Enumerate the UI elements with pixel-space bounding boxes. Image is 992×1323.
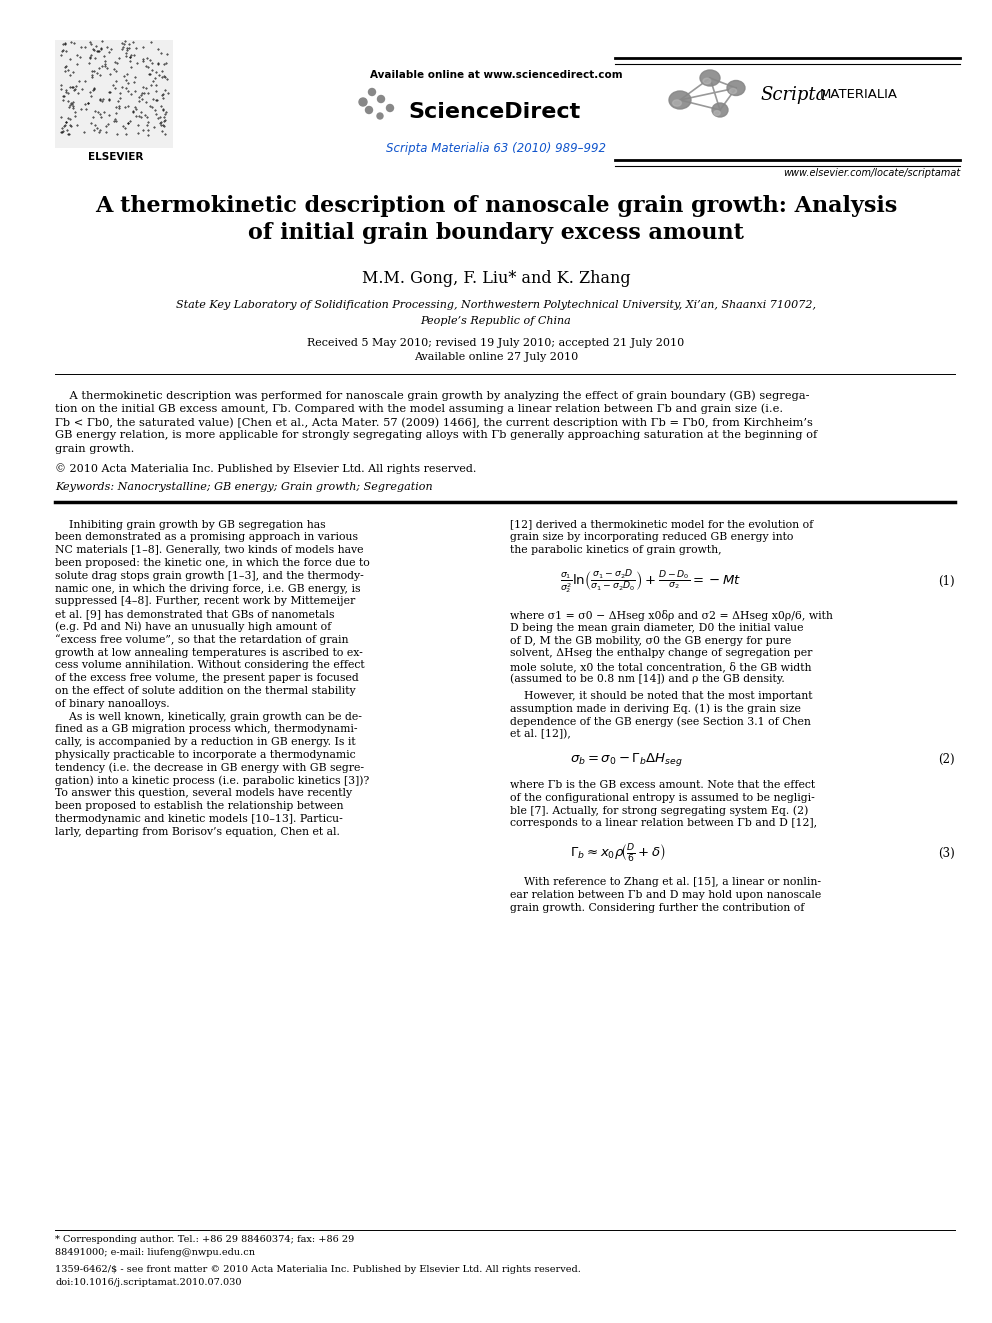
Text: “excess free volume”, so that the retardation of grain: “excess free volume”, so that the retard…	[55, 635, 348, 646]
Text: © 2010 Acta Materialia Inc. Published by Elsevier Ltd. All rights reserved.: © 2010 Acta Materialia Inc. Published by…	[55, 463, 476, 474]
Text: People’s Republic of China: People’s Republic of China	[421, 316, 571, 325]
Text: solvent, ΔHseg the enthalpy change of segregation per: solvent, ΔHseg the enthalpy change of se…	[510, 648, 812, 659]
Ellipse shape	[714, 111, 720, 115]
Text: Γb < Γb0, the saturated value) [Chen et al., Acta Mater. 57 (2009) 1466], the cu: Γb < Γb0, the saturated value) [Chen et …	[55, 417, 812, 427]
Text: grain size by incorporating reduced GB energy into: grain size by incorporating reduced GB e…	[510, 532, 794, 542]
Text: grain growth.: grain growth.	[55, 445, 134, 454]
Text: Available online 27 July 2010: Available online 27 July 2010	[414, 352, 578, 363]
Ellipse shape	[669, 91, 691, 108]
Text: As is well known, kinetically, grain growth can be de-: As is well known, kinetically, grain gro…	[55, 712, 362, 721]
Ellipse shape	[712, 103, 728, 116]
Ellipse shape	[700, 70, 720, 86]
Text: thermodynamic and kinetic models [10–13]. Particu-: thermodynamic and kinetic models [10–13]…	[55, 814, 343, 824]
Text: (e.g. Pd and Ni) have an unusually high amount of: (e.g. Pd and Ni) have an unusually high …	[55, 622, 331, 632]
Text: of binary nanoalloys.: of binary nanoalloys.	[55, 699, 170, 709]
Text: However, it should be noted that the most important: However, it should be noted that the mos…	[510, 691, 812, 701]
Text: A thermokinetic description of nanoscale grain growth: Analysis: A thermokinetic description of nanoscale…	[95, 194, 897, 217]
Text: ELSEVIER: ELSEVIER	[88, 152, 144, 161]
Text: Scripta: Scripta	[760, 86, 826, 105]
Ellipse shape	[359, 98, 367, 106]
Ellipse shape	[365, 106, 373, 114]
Text: 1359-6462/$ - see front matter © 2010 Acta Materialia Inc. Published by Elsevier: 1359-6462/$ - see front matter © 2010 Ac…	[55, 1265, 581, 1274]
Text: www.elsevier.com/locate/scriptamat: www.elsevier.com/locate/scriptamat	[783, 168, 960, 179]
Text: $\sigma_b = \sigma_0 - \Gamma_b\Delta H_{seg}$: $\sigma_b = \sigma_0 - \Gamma_b\Delta H_…	[570, 751, 682, 769]
Text: been proposed to establish the relationship between: been proposed to establish the relations…	[55, 802, 343, 811]
Text: [12] derived a thermokinetic model for the evolution of: [12] derived a thermokinetic model for t…	[510, 520, 813, 529]
Text: where Γb is the GB excess amount. Note that the effect: where Γb is the GB excess amount. Note t…	[510, 779, 815, 790]
Text: of initial grain boundary excess amount: of initial grain boundary excess amount	[248, 222, 744, 243]
Text: To answer this question, several models have recently: To answer this question, several models …	[55, 789, 352, 798]
Text: solute drag stops grain growth [1–3], and the thermody-: solute drag stops grain growth [1–3], an…	[55, 570, 364, 581]
Text: With reference to Zhang et al. [15], a linear or nonlin-: With reference to Zhang et al. [15], a l…	[510, 877, 821, 888]
Text: Scripta Materialia 63 (2010) 989–992: Scripta Materialia 63 (2010) 989–992	[386, 142, 606, 155]
Text: et al. [9] has demonstrated that GBs of nanometals: et al. [9] has demonstrated that GBs of …	[55, 609, 334, 619]
Text: Keywords: Nanocrystalline; GB energy; Grain growth; Segregation: Keywords: Nanocrystalline; GB energy; Gr…	[55, 482, 433, 492]
Text: growth at low annealing temperatures is ascribed to ex-: growth at low annealing temperatures is …	[55, 647, 363, 658]
Text: of the excess free volume, the present paper is focused: of the excess free volume, the present p…	[55, 673, 359, 683]
Text: doi:10.1016/j.scriptamat.2010.07.030: doi:10.1016/j.scriptamat.2010.07.030	[55, 1278, 241, 1287]
Text: been demonstrated as a promising approach in various: been demonstrated as a promising approac…	[55, 532, 358, 542]
Text: (3): (3)	[938, 847, 955, 860]
Text: NC materials [1–8]. Generally, two kinds of models have: NC materials [1–8]. Generally, two kinds…	[55, 545, 363, 556]
Ellipse shape	[703, 78, 711, 83]
Text: larly, departing from Borisov’s equation, Chen et al.: larly, departing from Borisov’s equation…	[55, 827, 340, 836]
Text: cally, is accompanied by a reduction in GB energy. Is it: cally, is accompanied by a reduction in …	[55, 737, 355, 747]
Text: gation) into a kinetic process (i.e. parabolic kinetics [3])?: gation) into a kinetic process (i.e. par…	[55, 775, 369, 786]
Text: MATERIALIA: MATERIALIA	[820, 89, 898, 102]
Ellipse shape	[377, 112, 383, 119]
Text: ble [7]. Actually, for strong segregating system Eq. (2): ble [7]. Actually, for strong segregatin…	[510, 806, 808, 816]
Text: of the configurational entropy is assumed to be negligi-: of the configurational entropy is assume…	[510, 792, 814, 803]
Text: corresponds to a linear relation between Γb and D [12],: corresponds to a linear relation between…	[510, 819, 817, 828]
Text: Available online at www.sciencedirect.com: Available online at www.sciencedirect.co…	[370, 70, 622, 79]
Text: Received 5 May 2010; revised 19 July 2010; accepted 21 July 2010: Received 5 May 2010; revised 19 July 201…	[308, 337, 684, 348]
Ellipse shape	[727, 81, 745, 95]
Text: assumption made in deriving Eq. (1) is the grain size: assumption made in deriving Eq. (1) is t…	[510, 704, 801, 714]
Ellipse shape	[729, 89, 737, 94]
Text: cess volume annihilation. Without considering the effect: cess volume annihilation. Without consid…	[55, 660, 365, 671]
Text: Inhibiting grain growth by GB segregation has: Inhibiting grain growth by GB segregatio…	[55, 520, 325, 529]
Text: et al. [12]),: et al. [12]),	[510, 729, 570, 740]
Text: (assumed to be 0.8 nm [14]) and ρ the GB density.: (assumed to be 0.8 nm [14]) and ρ the GB…	[510, 673, 785, 684]
Text: tendency (i.e. the decrease in GB energy with GB segre-: tendency (i.e. the decrease in GB energy…	[55, 762, 364, 773]
Text: dependence of the GB energy (see Section 3.1 of Chen: dependence of the GB energy (see Section…	[510, 716, 810, 726]
Ellipse shape	[673, 99, 682, 106]
Text: (2): (2)	[938, 753, 955, 766]
Text: suppressed [4–8]. Further, recent work by Mittemeijer: suppressed [4–8]. Further, recent work b…	[55, 597, 355, 606]
Text: $\Gamma_b \approx x_0\rho\!\left(\frac{D}{6}+\delta\right)$: $\Gamma_b \approx x_0\rho\!\left(\frac{D…	[570, 843, 666, 864]
Text: on the effect of solute addition on the thermal stability: on the effect of solute addition on the …	[55, 685, 355, 696]
Text: A thermokinetic description was performed for nanoscale grain growth by analyzin: A thermokinetic description was performe…	[55, 390, 809, 401]
Ellipse shape	[368, 89, 376, 95]
Text: (1): (1)	[938, 576, 955, 589]
Text: been proposed: the kinetic one, in which the force due to: been proposed: the kinetic one, in which…	[55, 558, 370, 568]
Text: D being the mean grain diameter, D0 the initial value: D being the mean grain diameter, D0 the …	[510, 623, 804, 632]
Ellipse shape	[387, 105, 394, 111]
Text: fined as a GB migration process which, thermodynami-: fined as a GB migration process which, t…	[55, 724, 357, 734]
Text: $\frac{\sigma_1}{\sigma_2^2}\ln\!\left(\frac{\sigma_1-\sigma_2 D}{\sigma_1-\sigm: $\frac{\sigma_1}{\sigma_2^2}\ln\!\left(\…	[560, 568, 741, 595]
Text: the parabolic kinetics of grain growth,: the parabolic kinetics of grain growth,	[510, 545, 721, 556]
Bar	[55, 40, 173, 148]
Text: ear relation between Γb and D may hold upon nanoscale: ear relation between Γb and D may hold u…	[510, 890, 821, 900]
Text: ScienceDirect: ScienceDirect	[408, 102, 580, 122]
Text: mole solute, x0 the total concentration, δ the GB width: mole solute, x0 the total concentration,…	[510, 662, 811, 672]
Text: namic one, in which the driving force, i.e. GB energy, is: namic one, in which the driving force, i…	[55, 583, 360, 594]
Text: State Key Laboratory of Solidification Processing, Northwestern Polytechnical Un: State Key Laboratory of Solidification P…	[176, 300, 816, 310]
Text: tion on the initial GB excess amount, Γb. Compared with the model assuming a lin: tion on the initial GB excess amount, Γb…	[55, 404, 783, 414]
Text: GB energy relation, is more applicable for strongly segregating alloys with Γb g: GB energy relation, is more applicable f…	[55, 430, 817, 441]
Text: of D, M the GB mobility, σ0 the GB energy for pure: of D, M the GB mobility, σ0 the GB energ…	[510, 635, 792, 646]
Text: grain growth. Considering further the contribution of: grain growth. Considering further the co…	[510, 902, 805, 913]
Text: 88491000; e-mail: liufeng@nwpu.edu.cn: 88491000; e-mail: liufeng@nwpu.edu.cn	[55, 1248, 255, 1257]
Text: M.M. Gong, F. Liu* and K. Zhang: M.M. Gong, F. Liu* and K. Zhang	[362, 270, 630, 287]
Text: where σ1 = σ0 − ΔHseg x0δρ and σ2 = ΔHseg x0ρ/6, with: where σ1 = σ0 − ΔHseg x0δρ and σ2 = ΔHse…	[510, 610, 833, 620]
Text: * Corresponding author. Tel.: +86 29 88460374; fax: +86 29: * Corresponding author. Tel.: +86 29 884…	[55, 1234, 354, 1244]
Text: physically practicable to incorporate a thermodynamic: physically practicable to incorporate a …	[55, 750, 355, 759]
Ellipse shape	[378, 95, 385, 102]
